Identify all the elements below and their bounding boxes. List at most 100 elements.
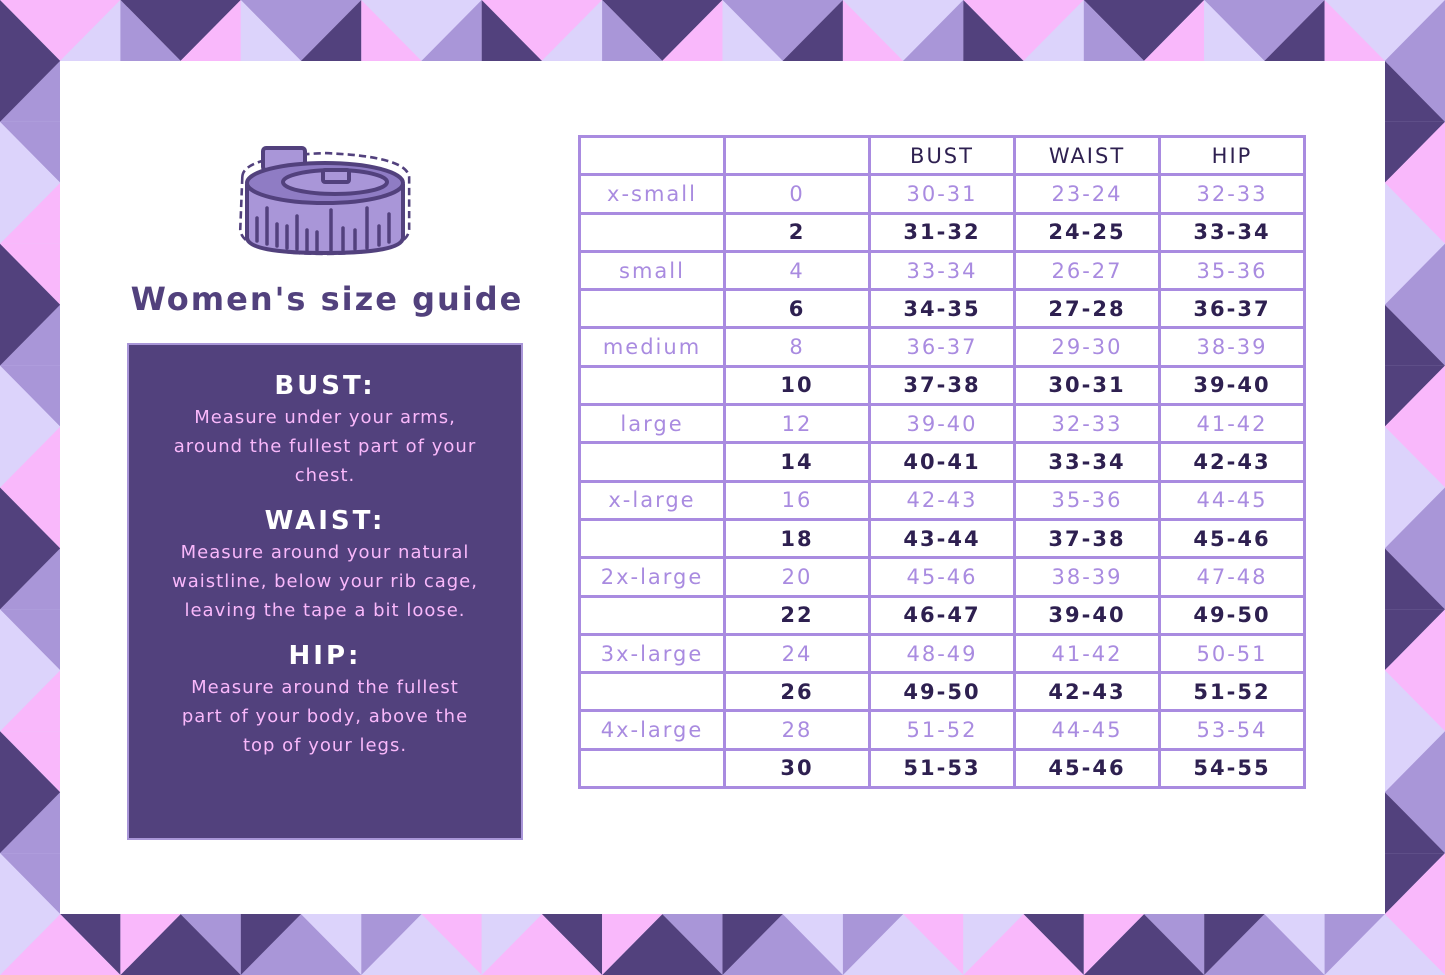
- hip-instruction: HIP: Measure around the fullest part of …: [129, 641, 521, 760]
- waist-cell: 33-34: [1013, 441, 1161, 483]
- pattern-triangle: [1083, 0, 1205, 61]
- size-label-cell: [578, 288, 726, 330]
- pattern-triangle: [1384, 365, 1445, 488]
- size-number-cell: 16: [723, 479, 871, 521]
- measuring-tape-icon: [238, 146, 411, 256]
- pattern-triangle: [842, 0, 964, 61]
- waist-text: Measure around your natural waistline, b…: [172, 542, 478, 621]
- hip-cell: 41-42: [1158, 403, 1306, 445]
- waist-cell: WAIST: [1013, 134, 1161, 177]
- table-row: 6 34-35 27-28 36-37: [578, 288, 1306, 330]
- pattern-triangle: [481, 914, 603, 975]
- pattern-triangle: [0, 121, 61, 244]
- waist-heading: WAIST:: [264, 506, 386, 536]
- size-table: BUST WAIST HIP x-small 0 30-31 23-24 32-33 2 31-3…: [578, 134, 1306, 790]
- hip-cell: 36-37: [1158, 288, 1306, 330]
- table-header-row: BUST WAIST HIP: [578, 134, 1306, 177]
- hip-cell: 53-54: [1158, 709, 1306, 751]
- pattern-triangle: [1324, 914, 1445, 975]
- pattern-triangle: [1384, 731, 1445, 854]
- hip-cell: HIP: [1158, 134, 1306, 177]
- size-label-cell: [578, 211, 726, 253]
- table-row: x-small 0 30-31 23-24 32-33: [578, 173, 1306, 215]
- size-number-cell: 18: [723, 517, 871, 560]
- size-number-cell: 2: [723, 211, 871, 253]
- size-label-cell: [578, 134, 726, 177]
- size-number-cell: 6: [723, 288, 871, 330]
- hip-cell: 45-46: [1158, 517, 1306, 560]
- bust-cell: 51-52: [868, 709, 1016, 751]
- waist-cell: 24-25: [1013, 211, 1161, 253]
- waist-cell: 44-45: [1013, 709, 1161, 751]
- pattern-triangle: [1384, 0, 1445, 122]
- bust-text: Measure under your arms, around the full…: [173, 407, 477, 486]
- pattern-triangle: [120, 0, 241, 61]
- bust-instruction: BUST: Measure under your arms, around th…: [129, 371, 521, 490]
- table-row: 30 51-53 45-46 54-55: [578, 747, 1306, 790]
- bust-cell: 33-34: [868, 249, 1016, 292]
- bust-cell: 48-49: [868, 632, 1016, 675]
- pattern-triangle: [240, 0, 362, 61]
- table-row: 2 31-32 24-25 33-34: [578, 211, 1306, 253]
- size-label-cell: 3x-large: [578, 632, 726, 675]
- hip-text: Measure around the fullest part of your …: [181, 677, 469, 756]
- waist-cell: 42-43: [1013, 671, 1161, 713]
- size-number-cell: 20: [723, 556, 871, 598]
- hip-heading: HIP:: [288, 641, 362, 671]
- hip-cell: 38-39: [1158, 326, 1306, 368]
- pattern-triangle: [240, 914, 362, 975]
- size-number-cell: 28: [723, 709, 871, 751]
- bust-heading: BUST:: [274, 371, 376, 401]
- size-label-cell: [578, 364, 726, 407]
- waist-cell: 23-24: [1013, 173, 1161, 215]
- size-number-cell: 12: [723, 403, 871, 445]
- bust-cell: 42-43: [868, 479, 1016, 521]
- pattern-triangle: [722, 914, 843, 975]
- waist-cell: 35-36: [1013, 479, 1161, 521]
- table-row: x-large 16 42-43 35-36 44-45: [578, 479, 1306, 521]
- pattern-triangle: [120, 914, 241, 975]
- table-row: 22 46-47 39-40 49-50: [578, 594, 1306, 636]
- table-row: 2x-large 20 45-46 38-39 47-48: [578, 556, 1306, 598]
- pattern-triangle: [963, 914, 1084, 975]
- bust-cell: BUST: [868, 134, 1016, 177]
- bust-cell: 46-47: [868, 594, 1016, 636]
- size-number-cell: 14: [723, 441, 871, 483]
- table-row: large 12 39-40 32-33 41-42: [578, 403, 1306, 445]
- waist-cell: 41-42: [1013, 632, 1161, 675]
- size-label-cell: [578, 517, 726, 560]
- waist-cell: 32-33: [1013, 403, 1161, 445]
- size-label-cell: x-small: [578, 173, 726, 215]
- size-label-cell: medium: [578, 326, 726, 368]
- bust-cell: 39-40: [868, 403, 1016, 445]
- bust-cell: 43-44: [868, 517, 1016, 560]
- size-label-cell: [578, 441, 726, 483]
- pattern-triangle: [963, 0, 1084, 61]
- size-label-cell: 4x-large: [578, 709, 726, 751]
- pattern-triangle: [722, 0, 843, 61]
- pattern-triangle: [0, 853, 61, 975]
- hip-cell: 54-55: [1158, 747, 1306, 790]
- waist-cell: 39-40: [1013, 594, 1161, 636]
- waist-cell: 29-30: [1013, 326, 1161, 368]
- waist-cell: 26-27: [1013, 249, 1161, 292]
- pattern-triangle: [1384, 487, 1445, 610]
- waist-cell: 45-46: [1013, 747, 1161, 790]
- table-row: 4x-large 28 51-52 44-45 53-54: [578, 709, 1306, 751]
- pattern-triangle: [361, 914, 482, 975]
- pattern-triangle: [0, 609, 61, 732]
- waist-cell: 30-31: [1013, 364, 1161, 407]
- table-row: 14 40-41 33-34 42-43: [578, 441, 1306, 483]
- bust-cell: 45-46: [868, 556, 1016, 598]
- pattern-triangle: [1384, 243, 1445, 366]
- pattern-triangle: [361, 0, 482, 61]
- hip-cell: 49-50: [1158, 594, 1306, 636]
- size-label-cell: large: [578, 403, 726, 445]
- hip-cell: 32-33: [1158, 173, 1306, 215]
- pattern-triangle: [0, 0, 61, 122]
- size-label-cell: 2x-large: [578, 556, 726, 598]
- waist-instruction: WAIST: Measure around your natural waist…: [129, 506, 521, 625]
- bust-cell: 49-50: [868, 671, 1016, 713]
- pattern-triangle: [1204, 0, 1325, 61]
- size-number-cell: 4: [723, 249, 871, 292]
